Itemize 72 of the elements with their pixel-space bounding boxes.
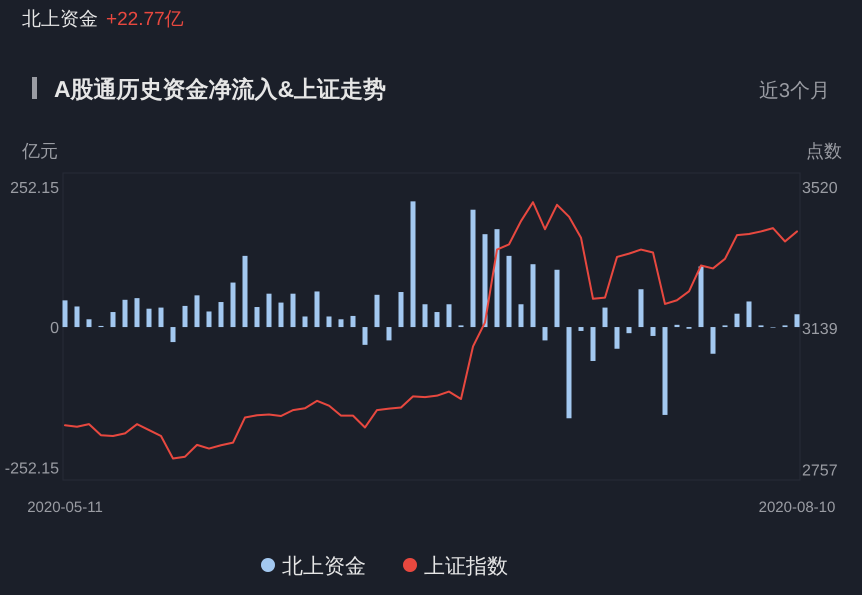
bar	[290, 294, 296, 328]
bar	[578, 327, 584, 331]
y-axis-title: 亿元	[21, 141, 58, 161]
bar	[614, 327, 620, 349]
bar	[170, 327, 176, 342]
bar	[698, 266, 704, 328]
bar	[638, 289, 644, 328]
bar	[266, 294, 272, 328]
bar	[494, 229, 500, 328]
bar	[374, 294, 380, 328]
text: 近3个月	[758, 80, 830, 102]
y-tick-label: -252.15	[4, 460, 60, 478]
y-tick-label: 0	[50, 320, 60, 338]
bar	[146, 308, 152, 328]
bar	[230, 282, 236, 328]
x-tick-label: 2020-05-11	[27, 499, 103, 516]
bar	[242, 256, 248, 328]
bar	[542, 327, 548, 340]
line-series	[64, 201, 798, 460]
x-tick-label: 2020-08-10	[758, 499, 836, 516]
bar	[302, 316, 308, 328]
y2-tick-label: 2757	[802, 462, 838, 480]
bar	[470, 210, 476, 328]
bar	[86, 319, 92, 328]
bar	[62, 300, 68, 328]
legend-label: 上证指数	[424, 555, 508, 578]
bar	[314, 291, 320, 328]
chart-title: A股通历史资金净流入&上证走势	[54, 76, 386, 102]
bar	[746, 301, 752, 328]
bar	[338, 319, 344, 328]
bar	[278, 302, 284, 328]
bar	[74, 306, 80, 328]
bar	[194, 295, 200, 328]
bar	[554, 270, 560, 328]
bar	[218, 302, 224, 328]
bar	[710, 327, 716, 354]
text: +22.77亿	[106, 9, 184, 30]
bar	[362, 327, 368, 345]
legend-label: 北上资金	[282, 555, 366, 578]
y2-tick-label: 3139	[802, 320, 838, 338]
bar	[254, 307, 260, 328]
bar	[206, 311, 212, 328]
bar	[530, 264, 536, 328]
bar	[446, 304, 452, 328]
bar	[386, 327, 392, 340]
bar	[326, 316, 332, 328]
bar	[674, 324, 680, 328]
bar	[482, 234, 488, 328]
bar	[734, 314, 740, 328]
bar	[410, 201, 416, 328]
bar	[518, 304, 524, 328]
y-tick-label: 252.15	[10, 180, 60, 197]
bar	[182, 306, 188, 328]
bar	[662, 327, 668, 415]
bar	[134, 298, 140, 328]
bar	[602, 308, 608, 328]
bar	[794, 314, 800, 328]
bar	[506, 256, 512, 328]
bar	[422, 304, 428, 328]
text: 北上资金	[22, 9, 98, 30]
bar	[350, 316, 356, 328]
bar	[110, 312, 116, 328]
bar	[434, 312, 440, 328]
y2-tick-label: 3520	[802, 180, 838, 198]
bar	[650, 327, 656, 336]
y2-axis-title: 点数	[806, 141, 842, 161]
bar	[566, 327, 572, 418]
bar	[158, 308, 164, 328]
bar	[398, 292, 404, 328]
bar	[626, 327, 632, 334]
bar	[122, 300, 128, 328]
bar	[590, 327, 596, 361]
